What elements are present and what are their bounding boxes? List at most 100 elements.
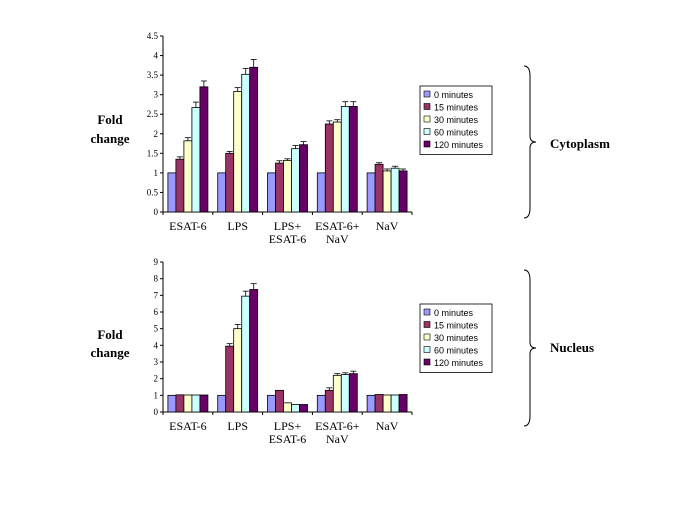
bar	[374, 394, 384, 413]
bar	[291, 404, 300, 413]
y-tick-label: 0.5	[147, 187, 159, 197]
y-tick-label: 2.5	[147, 109, 159, 119]
bar	[398, 394, 408, 413]
bar	[390, 394, 400, 413]
bar	[316, 394, 326, 413]
bar	[275, 162, 284, 213]
bar	[233, 91, 243, 213]
bar	[275, 389, 284, 413]
x-tick-label: LPS	[227, 219, 248, 233]
bar	[390, 167, 400, 213]
legend-swatch	[423, 346, 431, 353]
bar	[225, 152, 235, 213]
curly-brace	[523, 65, 537, 219]
bar	[249, 289, 259, 413]
legend-swatch	[423, 90, 431, 98]
x-tick-label: NaV	[326, 432, 349, 446]
bar	[366, 394, 376, 413]
bar	[249, 66, 259, 213]
y-axis-label: Fold	[97, 112, 123, 127]
section-label: Nucleus	[550, 340, 594, 355]
y-tick-label: 1	[154, 168, 159, 178]
legend-swatch	[423, 308, 431, 316]
y-axis-label: Fold	[97, 327, 123, 342]
legend-box	[419, 85, 493, 155]
y-tick-label: 0	[154, 207, 159, 217]
legend-label: 120 minutes	[434, 358, 484, 368]
bar	[233, 328, 243, 413]
section-label: Cytoplasm	[550, 136, 610, 151]
bar	[241, 295, 251, 413]
legend-swatch	[423, 115, 431, 123]
bar	[191, 107, 201, 213]
x-tick-label: NaV	[326, 232, 349, 246]
bar	[324, 389, 334, 413]
x-tick-label: LPS+	[274, 419, 302, 433]
y-tick-label: 2	[154, 374, 159, 384]
bar	[291, 148, 300, 213]
curly-brace	[523, 269, 537, 427]
bar	[167, 172, 177, 213]
legend-label: 120 minutes	[434, 140, 484, 150]
y-tick-label: 1	[154, 390, 159, 400]
bar	[175, 158, 185, 213]
bar	[283, 402, 292, 413]
y-tick-label: 3.5	[147, 70, 159, 80]
bar	[175, 394, 185, 413]
x-tick-label: LPS	[227, 419, 248, 433]
y-tick-label: 1.5	[147, 148, 159, 158]
legend-swatch	[423, 103, 431, 110]
y-tick-label: 9	[154, 257, 159, 267]
bar	[348, 373, 358, 413]
x-tick-label: ESAT-6	[169, 419, 207, 433]
y-tick-label: 8	[154, 274, 159, 284]
bar	[398, 170, 408, 213]
y-tick-label: 3	[154, 357, 159, 367]
y-tick-label: 0	[154, 407, 159, 417]
bar	[374, 163, 384, 213]
y-tick-label: 5	[154, 324, 159, 334]
bar	[283, 159, 292, 213]
bar	[366, 172, 376, 213]
legend-label: 0 minutes	[434, 308, 474, 318]
x-tick-label: NaV	[376, 419, 399, 433]
x-tick-label: NaV	[376, 219, 399, 233]
y-tick-label: 6	[154, 307, 159, 317]
legend-box	[419, 303, 493, 373]
legend-label: 30 minutes	[434, 333, 479, 343]
bar	[382, 394, 392, 413]
bar	[217, 394, 227, 413]
y-axis-label: change	[91, 345, 130, 360]
y-tick-label: 3	[154, 90, 159, 100]
bar	[241, 73, 251, 213]
bar	[382, 170, 392, 213]
y-tick-label: 4.5	[147, 31, 159, 41]
x-tick-label: ESAT-6+	[315, 219, 360, 233]
bar	[191, 394, 201, 413]
y-tick-label: 2	[154, 129, 159, 139]
x-tick-label: ESAT-6	[269, 232, 307, 246]
bar	[332, 121, 342, 213]
legend-swatch	[423, 321, 431, 328]
x-tick-label: ESAT-6+	[315, 419, 360, 433]
y-tick-label: 7	[154, 290, 159, 300]
legend-label: 0 minutes	[434, 90, 474, 100]
bar	[299, 404, 308, 413]
legend-label: 15 minutes	[434, 103, 479, 113]
legend-swatch	[423, 358, 431, 366]
legend-label: 15 minutes	[434, 321, 479, 331]
bar	[183, 394, 193, 413]
bar	[332, 374, 342, 413]
bar	[225, 345, 235, 413]
bar	[299, 144, 308, 213]
bar	[267, 172, 276, 213]
bar	[199, 394, 209, 413]
bar	[183, 140, 193, 213]
bar	[316, 172, 326, 213]
bar	[267, 394, 276, 413]
legend-swatch	[423, 128, 431, 135]
x-tick-label: ESAT-6	[269, 432, 307, 446]
